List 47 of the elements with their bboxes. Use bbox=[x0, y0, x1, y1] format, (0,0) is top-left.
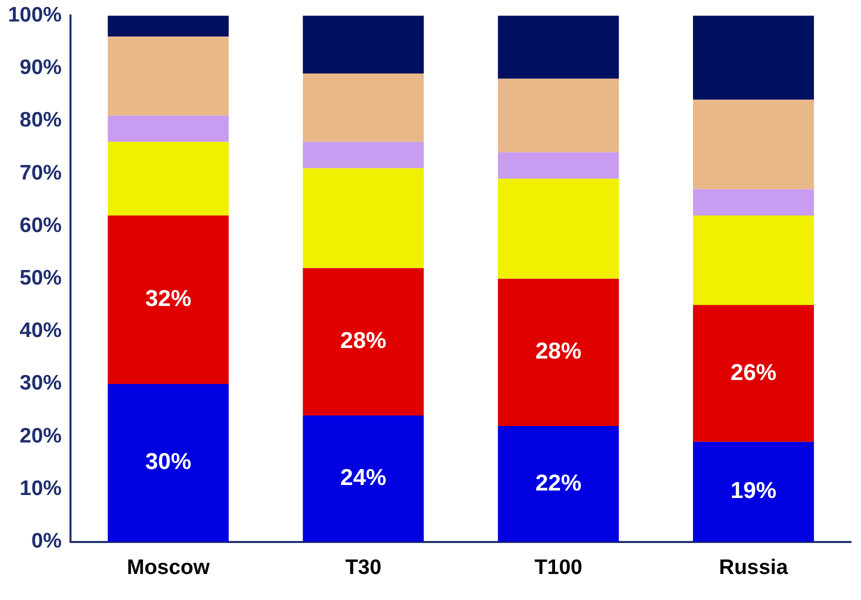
bar bbox=[302, 73, 424, 142]
data-label: 30% bbox=[145, 448, 192, 474]
bar bbox=[108, 36, 229, 116]
bar bbox=[498, 278, 619, 426]
bar bbox=[498, 16, 619, 79]
y-tick-label: 100% bbox=[8, 3, 62, 26]
y-tick-label: 90% bbox=[20, 56, 62, 80]
bar bbox=[108, 142, 229, 216]
y-tick-label: 30% bbox=[20, 372, 62, 395]
y-tick-label: 50% bbox=[20, 266, 62, 290]
data-label: 26% bbox=[730, 358, 776, 385]
data-label: 24% bbox=[340, 464, 386, 490]
data-label: 28% bbox=[340, 327, 386, 354]
bar bbox=[302, 142, 424, 168]
data-label: 19% bbox=[730, 477, 776, 504]
bar bbox=[692, 442, 814, 542]
bar bbox=[302, 16, 424, 74]
bar bbox=[498, 426, 619, 542]
bar bbox=[302, 268, 424, 416]
bar bbox=[498, 152, 619, 179]
data-label: 22% bbox=[535, 469, 582, 496]
bar bbox=[108, 16, 229, 37]
y-tick-label: 80% bbox=[20, 108, 62, 132]
x-tick-label: Russia bbox=[719, 556, 788, 580]
y-tick-label: 0% bbox=[31, 530, 62, 553]
bar bbox=[108, 116, 229, 142]
bar bbox=[692, 305, 814, 442]
bar bbox=[692, 189, 814, 216]
x-tick-label: T100 bbox=[534, 556, 582, 580]
data-label: 28% bbox=[535, 338, 582, 364]
bar bbox=[692, 16, 814, 100]
bar bbox=[108, 216, 229, 384]
y-tick-label: 40% bbox=[20, 319, 62, 342]
data-label: 32% bbox=[145, 285, 192, 312]
bar bbox=[108, 384, 229, 542]
bar bbox=[692, 100, 814, 190]
bar bbox=[498, 78, 619, 152]
bar bbox=[302, 168, 424, 268]
bar bbox=[498, 178, 619, 279]
y-tick-label: 20% bbox=[20, 424, 62, 448]
y-tick-label: 70% bbox=[20, 161, 62, 184]
x-tick-label: Moscow bbox=[126, 556, 210, 580]
y-tick-label: 10% bbox=[20, 476, 62, 500]
bar bbox=[302, 416, 424, 542]
y-tick-label: 60% bbox=[20, 214, 62, 237]
bar bbox=[692, 216, 814, 306]
x-tick-label: T30 bbox=[345, 556, 382, 580]
